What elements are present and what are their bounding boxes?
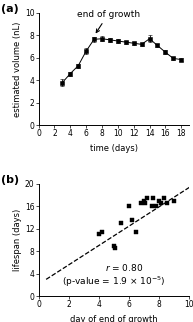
- Point: [165, 201, 168, 206]
- Point: [173, 198, 176, 203]
- Text: $r$ = 0.80: $r$ = 0.80: [105, 261, 143, 272]
- Text: (p-value = 1.9 $\times$ 10$^{-5}$): (p-value = 1.9 $\times$ 10$^{-5}$): [62, 274, 166, 289]
- Text: end of growth: end of growth: [77, 10, 140, 33]
- Point: [159, 201, 162, 206]
- Y-axis label: lifespan (days): lifespan (days): [13, 209, 22, 271]
- Point: [127, 204, 130, 209]
- Point: [120, 221, 123, 226]
- Point: [130, 218, 134, 223]
- Point: [97, 232, 100, 237]
- Point: [135, 229, 138, 234]
- Point: [142, 198, 146, 203]
- Point: [139, 201, 142, 206]
- Point: [146, 195, 149, 200]
- Point: [112, 243, 115, 248]
- Point: [154, 204, 157, 209]
- Y-axis label: estimated volume (nL): estimated volume (nL): [13, 22, 22, 117]
- Point: [114, 246, 117, 251]
- Point: [162, 195, 165, 200]
- Text: (b): (b): [1, 175, 19, 185]
- X-axis label: time (days): time (days): [90, 144, 138, 153]
- Text: (a): (a): [1, 4, 19, 14]
- Point: [150, 204, 153, 209]
- Point: [157, 198, 161, 203]
- Point: [152, 195, 155, 200]
- Point: [144, 201, 147, 206]
- X-axis label: day of end of growth: day of end of growth: [70, 315, 158, 322]
- Point: [100, 229, 103, 234]
